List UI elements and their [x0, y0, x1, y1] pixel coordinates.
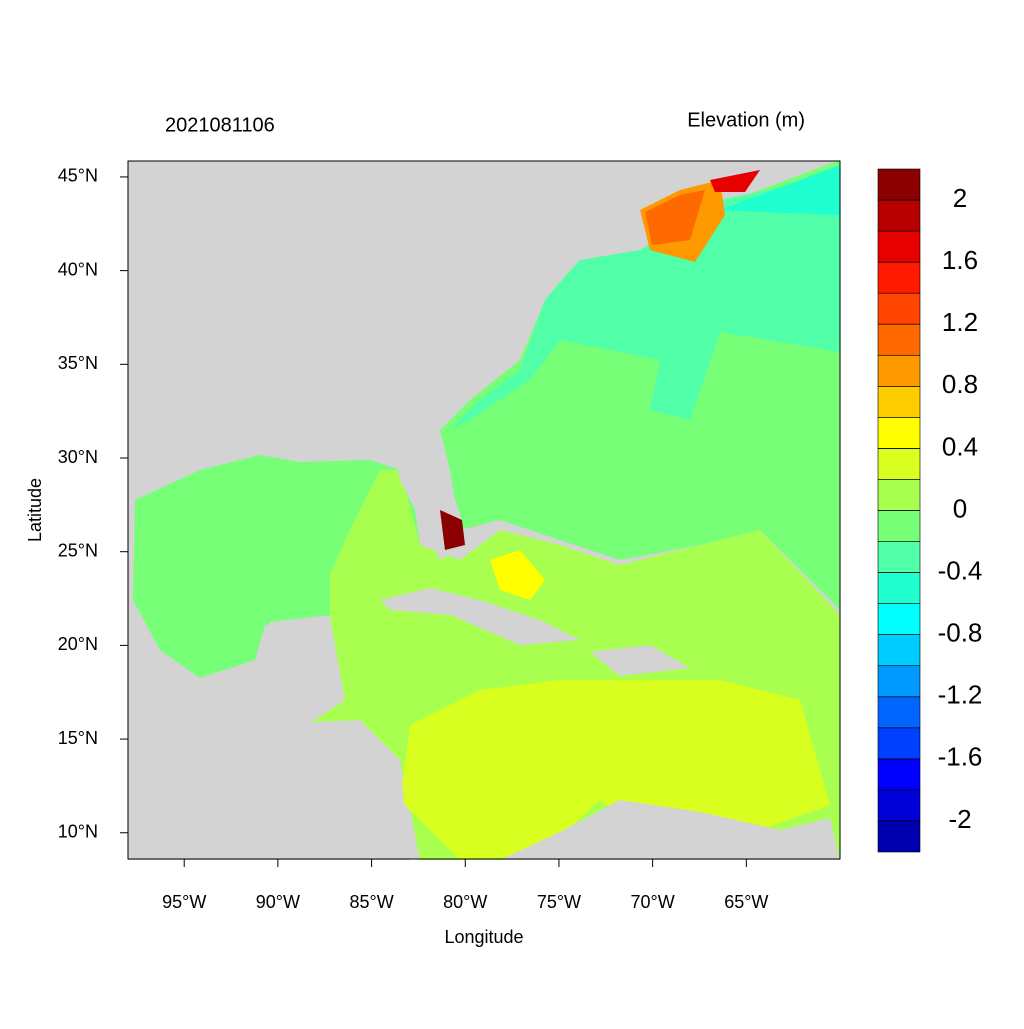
- colorbar-box: [877, 603, 921, 635]
- yucatan: [255, 617, 345, 722]
- colorbar-box: [877, 541, 921, 573]
- colorbar-box: [877, 820, 921, 853]
- colorbar-box: [877, 417, 921, 449]
- cuba: [380, 588, 580, 645]
- colorbar-box: [877, 572, 921, 604]
- colorbar-box: [877, 386, 921, 418]
- y-tick-label: 30°N: [58, 447, 98, 467]
- bay-of-fundy: [710, 170, 760, 192]
- colorbar-box: [877, 168, 921, 201]
- colorbar-label: 1.2: [942, 307, 978, 337]
- colorbar-box: [877, 789, 921, 822]
- gulf-of-mexico: [133, 455, 420, 678]
- south-america: [500, 800, 840, 860]
- colorbar-label: 1.6: [942, 245, 978, 275]
- colorbar-box: [877, 727, 921, 760]
- colorbar-label: -0.8: [938, 618, 983, 648]
- colorbar-box: [877, 323, 921, 356]
- bahamas-surge: [490, 550, 545, 600]
- colorbar-box: [877, 261, 921, 294]
- y-tick-label: 35°N: [58, 353, 98, 373]
- colorbar-box: [877, 199, 921, 232]
- x-tick-label: 70°W: [631, 892, 675, 912]
- gulf-of-maine-inner: [645, 190, 705, 245]
- south-florida-surge: [440, 510, 465, 550]
- colorbar-box: [877, 758, 921, 791]
- north-atlantic: [450, 175, 840, 430]
- x-tick-label: 90°W: [256, 892, 300, 912]
- y-tick-label: 40°N: [58, 259, 98, 279]
- southern-caribbean: [400, 680, 830, 860]
- x-tick-label: 65°W: [724, 892, 768, 912]
- colorbar-box: [877, 665, 921, 698]
- colorbar-title: Elevation (m): [687, 109, 805, 131]
- colorbar-label: -1.2: [938, 680, 983, 710]
- colorbar-box: [877, 354, 921, 387]
- colorbar-label: 0.8: [942, 369, 978, 399]
- x-tick-label: 80°W: [443, 892, 487, 912]
- colorbar-box: [877, 696, 921, 729]
- colorbar-label: 2: [953, 183, 967, 213]
- title: 2021081106: [165, 114, 275, 136]
- y-axis-title: Latitude: [25, 478, 45, 542]
- colorbar-label: -1.6: [938, 742, 983, 772]
- map: [127, 160, 841, 860]
- colorbar-box: [877, 230, 921, 263]
- x-tick-label: 85°W: [349, 892, 393, 912]
- x-tick-label: 95°W: [162, 892, 206, 912]
- hispaniola: [590, 645, 690, 676]
- y-tick-label: 25°N: [58, 540, 98, 560]
- colorbar-label: -2: [948, 804, 971, 834]
- colorbar-box: [877, 448, 921, 480]
- colorbar-label: -0.4: [938, 555, 983, 585]
- colorbar-label: 0: [953, 493, 967, 523]
- colorbar-box: [877, 292, 921, 325]
- x-tick-label: 75°W: [537, 892, 581, 912]
- central-america: [128, 715, 410, 860]
- colorbar-box: [877, 634, 921, 667]
- nova-scotia-shelf: [720, 165, 840, 215]
- colorbar-box: [877, 479, 921, 511]
- colorbar-label: 0.4: [942, 431, 978, 461]
- colorbar-box: [877, 510, 921, 542]
- plot-frame: [127, 160, 841, 860]
- y-tick-label: 10°N: [58, 822, 98, 842]
- y-tick-label: 20°N: [58, 634, 98, 654]
- y-tick-label: 15°N: [58, 728, 98, 748]
- x-axis-title: Longitude: [444, 927, 523, 947]
- y-tick-label: 45°N: [58, 166, 98, 186]
